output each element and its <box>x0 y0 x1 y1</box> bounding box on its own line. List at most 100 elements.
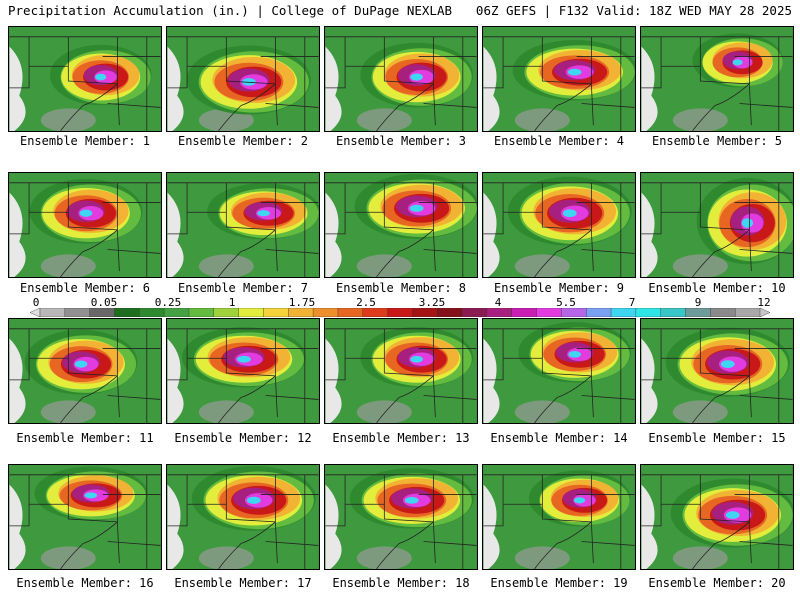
colorbar-labels: 0 0.05 0.25 1 1.75 2.5 3.25 4 5.5 7 9 12 <box>0 296 800 309</box>
ensemble-map-panel <box>166 172 320 278</box>
precipitation-map <box>9 465 161 569</box>
ensemble-member-label: Ensemble Member: 17 <box>174 576 312 590</box>
precipitation-map <box>483 27 635 131</box>
ensemble-map-panel <box>640 26 794 132</box>
ensemble-member-label: Ensemble Member: 2 <box>177 134 309 148</box>
ensemble-map-panel <box>8 318 162 424</box>
ensemble-map-panel <box>482 464 636 570</box>
ensemble-member-label: Ensemble Member: 11 <box>16 431 154 445</box>
colorbar-swatch <box>263 308 289 317</box>
ensemble-member-label: Ensemble Member: 10 <box>648 281 786 295</box>
precipitation-map <box>483 173 635 277</box>
colorbar-swatch <box>213 308 240 317</box>
colorbar-swatches <box>30 308 770 317</box>
colorbar-swatch <box>312 308 339 317</box>
ensemble-member-label: Ensemble Member: 13 <box>332 431 470 445</box>
colorbar-swatch <box>238 308 265 317</box>
colorbar-tick-label: 7 <box>628 296 636 309</box>
page-title: Precipitation Accumulation (in.) | Colle… <box>8 3 453 18</box>
precipitation-map <box>325 27 477 131</box>
ensemble-map-panel <box>640 172 794 278</box>
colorbar-swatch <box>139 308 165 317</box>
precipitation-map <box>167 173 319 277</box>
colorbar-swatch <box>586 308 612 317</box>
precipitation-map <box>325 319 477 423</box>
precipitation-map <box>167 27 319 131</box>
precipitation-map <box>641 173 793 277</box>
precipitation-map <box>325 173 477 277</box>
colorbar-swatch <box>89 308 116 317</box>
colorbar-swatch <box>387 308 414 317</box>
model-run-info: 06Z GEFS | F132 Valid: 18Z WED MAY 28 20… <box>475 3 792 18</box>
ensemble-map-panel <box>640 464 794 570</box>
ensemble-map-panel <box>482 172 636 278</box>
ensemble-member-label: Ensemble Member: 3 <box>335 134 467 148</box>
ensemble-member-label: Ensemble Member: 1 <box>19 134 151 148</box>
colorbar-swatch <box>337 308 364 317</box>
precipitation-map <box>325 465 477 569</box>
ensemble-member-label: Ensemble Member: 20 <box>648 576 786 590</box>
colorbar-swatch <box>759 308 770 317</box>
colorbar-tick-label: 4 <box>494 296 502 309</box>
ensemble-map-panel <box>482 318 636 424</box>
ensemble-member-label: Ensemble Member: 9 <box>493 281 625 295</box>
precipitation-map <box>167 319 319 423</box>
ensemble-map-panel <box>8 26 162 132</box>
precipitation-map <box>483 319 635 423</box>
ensemble-member-label: Ensemble Member: 14 <box>490 431 628 445</box>
precipitation-map <box>9 319 161 423</box>
precipitation-map <box>483 465 635 569</box>
colorbar-swatch <box>536 308 563 317</box>
ensemble-member-label: Ensemble Member: 15 <box>648 431 786 445</box>
colorbar-swatch <box>30 308 41 317</box>
ensemble-member-label: Ensemble Member: 7 <box>177 281 309 295</box>
colorbar-tick-label: 12 <box>757 296 771 309</box>
precipitation-map <box>9 27 161 131</box>
ensemble-member-label: Ensemble Member: 4 <box>493 134 625 148</box>
colorbar-swatch <box>710 308 736 317</box>
colorbar-tick-label: 2.5 <box>356 296 376 309</box>
ensemble-member-label: Ensemble Member: 18 <box>332 576 470 590</box>
colorbar-swatch <box>685 308 712 317</box>
ensemble-member-label: Ensemble Member: 6 <box>19 281 151 295</box>
precipitation-colorbar <box>30 308 770 317</box>
ensemble-map-panel <box>8 464 162 570</box>
ensemble-map-panel <box>324 172 478 278</box>
ensemble-member-label: Ensemble Member: 12 <box>174 431 312 445</box>
ensemble-map-panel <box>166 318 320 424</box>
ensemble-member-label: Ensemble Member: 16 <box>16 576 154 590</box>
colorbar-tick-label: 9 <box>694 296 702 309</box>
ensemble-map-panel <box>324 26 478 132</box>
ensemble-member-label: Ensemble Member: 5 <box>651 134 783 148</box>
precipitation-map <box>167 465 319 569</box>
precipitation-map <box>9 173 161 277</box>
ensemble-map-panel <box>324 464 478 570</box>
ensemble-member-label: Ensemble Member: 19 <box>490 576 628 590</box>
colorbar-swatch <box>163 308 190 317</box>
colorbar-swatch <box>39 308 66 317</box>
colorbar-swatch <box>734 308 761 317</box>
colorbar-swatch <box>188 308 215 317</box>
colorbar-tick-label: 3.25 <box>418 296 446 309</box>
colorbar-tick-label: 0 <box>32 296 40 309</box>
ensemble-map-panel <box>324 318 478 424</box>
colorbar-swatch <box>561 308 587 317</box>
ensemble-map-panel <box>166 464 320 570</box>
colorbar-swatch <box>437 308 463 317</box>
ensemble-map-panel <box>640 318 794 424</box>
colorbar-swatch <box>64 308 91 317</box>
colorbar-tick-label: 5.5 <box>556 296 576 309</box>
colorbar-swatch <box>461 308 488 317</box>
precipitation-map <box>641 319 793 423</box>
precipitation-map <box>641 465 793 569</box>
ensemble-map-panel <box>482 26 636 132</box>
ensemble-map-panel <box>8 172 162 278</box>
colorbar-swatch <box>288 308 314 317</box>
colorbar-swatch <box>610 308 637 317</box>
colorbar-tick-label: 1 <box>228 296 236 309</box>
colorbar-tick-label: 0.05 <box>90 296 118 309</box>
colorbar-tick-label: 1.75 <box>288 296 316 309</box>
colorbar-swatch <box>412 308 438 317</box>
precipitation-map <box>641 27 793 131</box>
colorbar-swatch <box>114 308 141 317</box>
